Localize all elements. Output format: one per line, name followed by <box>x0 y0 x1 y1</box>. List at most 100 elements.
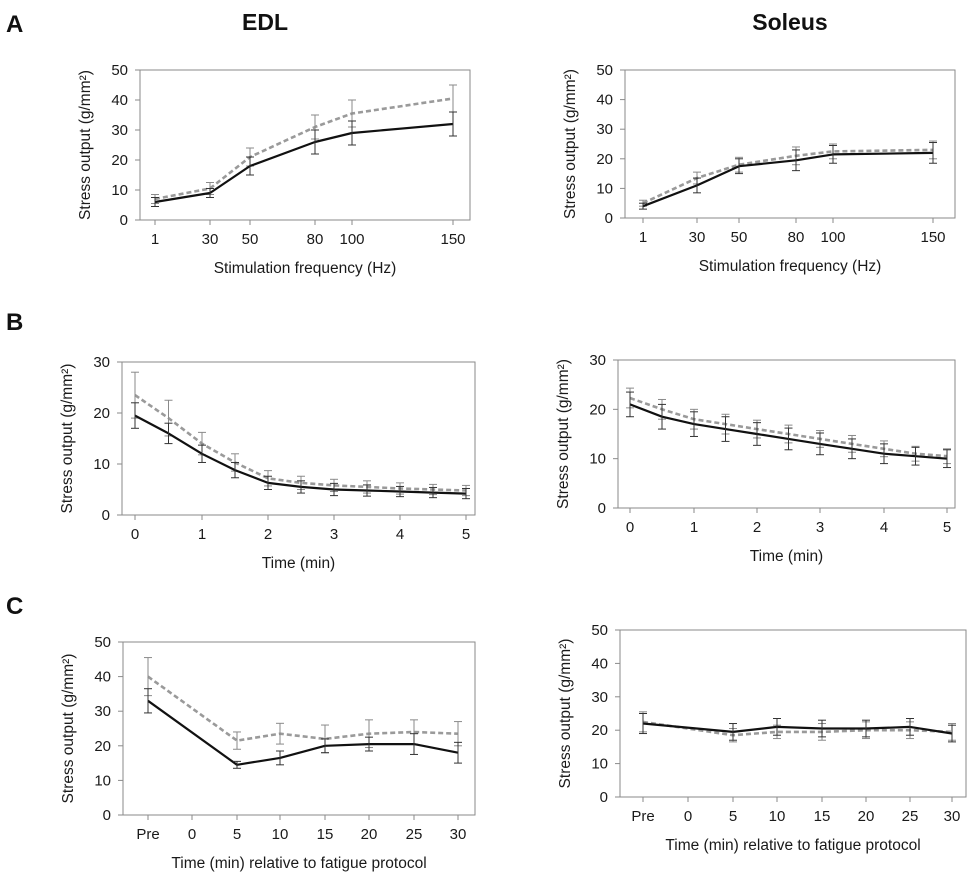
y-axis-label: Stress output (g/mm²) <box>77 70 94 220</box>
y-axis-label: Stress output (g/mm²) <box>557 639 574 789</box>
x-tick-label: 30 <box>450 826 467 843</box>
x-tick-label: 80 <box>788 229 805 246</box>
x-tick-label: 5 <box>462 526 470 543</box>
x-tick-label: 15 <box>814 808 831 825</box>
y-tick-label: 20 <box>596 151 613 168</box>
y-tick-label: 10 <box>591 756 608 773</box>
y-tick-label: 30 <box>589 352 606 369</box>
series-line-dashed <box>154 97 454 201</box>
plot-frame <box>624 69 956 219</box>
chart-a-edl: 0 10 20 30 40 50 1 30 50 80 100 150 Stimulation freq… <box>77 62 471 277</box>
column-title-soleus: Soleus <box>752 9 827 35</box>
plot-frame <box>617 359 956 509</box>
x-axis-label: Time (min) <box>262 555 335 572</box>
y-tick-label: 20 <box>111 152 128 169</box>
x-tick-label: 2 <box>264 526 272 543</box>
chart-c-soleus: 0 10 20 30 40 50 Pre 0 5 10 15 20 25 30 Time (min) rel… <box>557 622 967 854</box>
y-tick-label: 0 <box>600 789 608 806</box>
x-tick-label: 50 <box>242 231 259 248</box>
y-tick-label: 0 <box>102 507 110 524</box>
x-tick-label: 25 <box>406 826 423 843</box>
x-tick-label: Pre <box>631 808 654 825</box>
x-tick-label: 150 <box>920 229 945 246</box>
x-tick-label: 50 <box>731 229 748 246</box>
x-axis-label: Stimulation frequency (Hz) <box>214 260 397 277</box>
plot-frame <box>139 69 471 221</box>
x-tick-label: 20 <box>858 808 875 825</box>
x-tick-label: 25 <box>902 808 919 825</box>
y-tick-label: 40 <box>111 92 128 109</box>
y-tick-label: 30 <box>596 121 613 138</box>
chart-b-edl: 0 10 20 30 0 1 2 3 4 5 Time (min) Stress output (g/… <box>59 354 476 572</box>
x-tick-label: 100 <box>339 231 364 248</box>
panel-letter-b: B <box>6 309 23 336</box>
x-tick-label: 5 <box>943 519 951 536</box>
y-tick-label: 50 <box>591 622 608 639</box>
x-tick-label: 0 <box>684 808 692 825</box>
x-tick-label: 3 <box>330 526 338 543</box>
series-line-dashed <box>134 394 467 492</box>
x-tick-label: 100 <box>820 229 845 246</box>
series-line-dashed <box>147 675 459 742</box>
y-tick-label: 10 <box>93 456 110 473</box>
x-axis-label: Stimulation frequency (Hz) <box>699 258 882 275</box>
x-tick-label: 4 <box>880 519 888 536</box>
plot-frame <box>121 361 476 516</box>
x-tick-label: 5 <box>729 808 737 825</box>
x-axis-label: Time (min) relative to fatigue protocol <box>665 837 920 854</box>
x-tick-label: 3 <box>816 519 824 536</box>
y-axis-label: Stress output (g/mm²) <box>555 359 572 509</box>
y-tick-label: 10 <box>596 180 613 197</box>
x-tick-label: 1 <box>639 229 647 246</box>
y-tick-label: 0 <box>605 210 613 227</box>
chart-a-soleus: 0 10 20 30 40 50 1 30 50 80 100 150 Stimulation freq… <box>562 62 956 275</box>
x-tick-label: 0 <box>131 526 139 543</box>
y-tick-label: 40 <box>596 92 613 109</box>
x-tick-label: 30 <box>944 808 961 825</box>
y-tick-label: 0 <box>103 807 111 824</box>
y-axis-label: Stress output (g/mm²) <box>59 364 76 514</box>
x-axis-label: Time (min) <box>750 548 823 565</box>
x-tick-label: 2 <box>753 519 761 536</box>
y-tick-label: 20 <box>94 738 111 755</box>
x-tick-label: 10 <box>769 808 786 825</box>
x-tick-label: 4 <box>396 526 404 543</box>
x-tick-label: 80 <box>307 231 324 248</box>
y-tick-label: 10 <box>589 451 606 468</box>
y-tick-label: 30 <box>591 689 608 706</box>
y-tick-label: 0 <box>598 500 606 517</box>
chart-c-edl: 0 10 20 30 40 50 Pre 0 5 10 15 20 25 30 Time (min) rel… <box>60 634 476 872</box>
y-tick-label: 20 <box>591 722 608 739</box>
x-tick-label: 1 <box>198 526 206 543</box>
y-tick-label: 20 <box>93 405 110 422</box>
column-title-edl: EDL <box>242 9 288 35</box>
x-tick-label: 0 <box>188 826 196 843</box>
y-tick-label: 30 <box>111 122 128 139</box>
x-tick-label: 0 <box>626 519 634 536</box>
x-tick-label: 20 <box>361 826 378 843</box>
y-tick-label: 10 <box>94 772 111 789</box>
x-tick-label: 15 <box>317 826 334 843</box>
y-axis-label: Stress output (g/mm²) <box>60 654 77 804</box>
y-tick-label: 30 <box>94 703 111 720</box>
x-tick-label: 10 <box>272 826 289 843</box>
series-line-dashed <box>642 148 934 205</box>
y-tick-label: 10 <box>111 182 128 199</box>
y-tick-label: 50 <box>111 62 128 79</box>
x-tick-label: 150 <box>440 231 465 248</box>
y-tick-label: 0 <box>120 212 128 229</box>
y-tick-label: 30 <box>93 354 110 371</box>
y-tick-label: 40 <box>591 655 608 672</box>
plot-frame <box>619 629 967 798</box>
panel-letter-a: A <box>6 11 23 38</box>
x-tick-label: Pre <box>136 826 159 843</box>
y-tick-label: 40 <box>94 669 111 686</box>
y-tick-label: 50 <box>94 634 111 651</box>
y-tick-label: 50 <box>596 62 613 79</box>
series-line-solid <box>642 151 934 208</box>
x-tick-label: 30 <box>689 229 706 246</box>
x-tick-label: 5 <box>233 826 241 843</box>
series-line-solid <box>154 122 454 204</box>
